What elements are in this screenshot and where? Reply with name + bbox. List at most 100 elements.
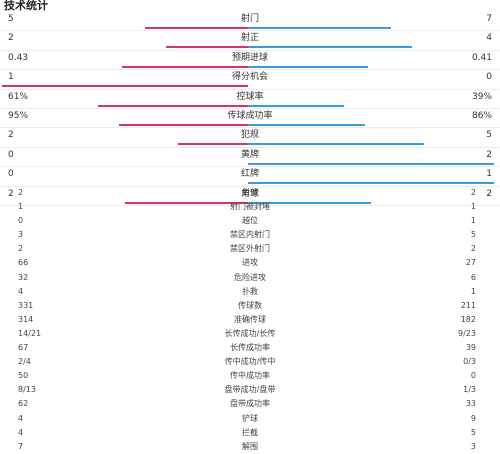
section-title: 技术统计	[4, 0, 48, 12]
stat-label: 越位	[242, 216, 258, 226]
home-bar	[125, 201, 248, 204]
stat-label: 传球成功率	[227, 110, 273, 121]
row-divider	[0, 49, 500, 51]
away-value: 27	[465, 258, 476, 268]
home-value: 7	[18, 441, 24, 451]
away-value: 0.41	[471, 52, 492, 63]
home-bar	[119, 123, 248, 126]
detail-stat-row: 331 传球数 211	[0, 299, 500, 313]
detail-stat-row: 4 拦截 5	[0, 426, 500, 440]
detail-stat-row: 314 准确传球 182	[0, 313, 500, 327]
detail-stat-row: 8/13 盘带成功/盘带 1/3	[0, 383, 500, 397]
detail-stat-row: 4 扑救 1	[0, 285, 500, 299]
away-bar	[248, 65, 368, 68]
detail-stat-row: 4 铲球 9	[0, 412, 500, 426]
away-value: 33	[465, 399, 476, 409]
home-value: 2	[8, 130, 14, 141]
away-value: 7	[486, 14, 492, 24]
home-value: 14/21	[18, 328, 42, 338]
away-bar	[248, 162, 494, 165]
stat-label: 传中成功/传中	[224, 357, 276, 367]
away-value: 86%	[471, 110, 492, 121]
home-bar	[145, 27, 248, 29]
stat-label: 拦截	[242, 427, 258, 437]
away-bar	[248, 143, 424, 146]
detail-stats-list: 2 射偏 2 1 射门被封堵 1 0 越位 1 3 禁区内射门 5 2 禁区外射门 2 66 进攻 27 32 危险进…	[0, 186, 500, 454]
stat-label: 传中成功率	[230, 371, 270, 381]
home-value: 2	[18, 188, 24, 197]
away-value: 211	[460, 300, 476, 310]
stat-label: 射门被封堵	[230, 202, 270, 212]
away-value: 5	[470, 427, 476, 437]
stat-label: 长传成功率	[230, 343, 270, 353]
bar-stat-row: 61% 控球率 39%	[0, 90, 500, 109]
stat-label: 解围	[242, 441, 258, 451]
home-value: 0.43	[8, 52, 29, 63]
home-value: 5	[8, 14, 14, 24]
home-value: 331	[18, 300, 34, 310]
away-bar	[248, 27, 391, 29]
row-divider	[0, 166, 500, 168]
home-value: 67	[18, 343, 29, 353]
home-value: 95%	[8, 110, 29, 121]
home-value: 314	[18, 314, 34, 324]
away-value: 0/3	[463, 357, 476, 367]
detail-stat-row: 50 传中成功率 0	[0, 369, 500, 383]
row-divider	[0, 30, 500, 32]
row-divider	[0, 127, 500, 129]
detail-stat-row: 66 进攻 27	[0, 256, 500, 270]
home-value: 50	[18, 371, 29, 381]
away-value: 4	[486, 33, 492, 44]
away-value: 1	[470, 202, 476, 212]
home-value: 0	[18, 216, 24, 226]
home-value: 1	[8, 72, 14, 83]
bar-stats-list: 5 射门 7 2 射正 4 0.43 预期进球 0.41 1 得分机会 0 61% 控球率 39% 95% 传球…	[0, 12, 500, 206]
bar-stat-row: 0.43 预期进球 0.41	[0, 51, 500, 71]
stat-label: 盘带成功/盘带	[224, 385, 276, 395]
stat-label: 铲球	[242, 413, 258, 423]
bar-stat-row: 5 射门 7	[0, 12, 500, 32]
stat-label: 射偏	[242, 188, 258, 197]
away-bar	[248, 46, 412, 49]
stat-label: 犯规	[240, 130, 259, 141]
stat-label: 禁区外射门	[230, 244, 270, 254]
away-bar	[248, 182, 494, 185]
detail-stat-row: 62 盘带成功率 33	[0, 397, 500, 411]
away-bar	[248, 104, 344, 107]
row-divider	[0, 88, 500, 90]
away-value: 1/3	[463, 385, 476, 395]
detail-stat-row: 32 危险进攻 6	[0, 271, 500, 285]
away-value: 2	[470, 244, 476, 254]
row-divider	[0, 107, 500, 109]
stat-label: 黄牌	[240, 149, 259, 160]
detail-stat-row: 14/21 长传成功/长传 9/23	[0, 327, 500, 341]
bar-stat-row: 2 犯规 5	[0, 128, 500, 148]
away-value: 0	[486, 72, 492, 83]
row-divider	[0, 204, 500, 206]
home-value: 32	[18, 272, 29, 282]
stat-label: 盘带成功率	[230, 399, 270, 409]
away-value: 5	[486, 130, 492, 141]
away-value: 1	[470, 286, 476, 296]
home-value: 8/13	[18, 385, 36, 395]
stat-label: 传球数	[238, 300, 262, 310]
home-value: 4	[18, 286, 24, 296]
home-value: 2	[8, 33, 14, 44]
away-value: 5	[470, 230, 476, 240]
stat-label: 得分机会	[231, 72, 268, 83]
stat-label: 长传成功/长传	[224, 328, 276, 338]
away-bar	[248, 201, 371, 204]
detail-stat-row: 7 解围 3	[0, 440, 500, 454]
detail-stat-row: 2 禁区外射门 2	[0, 242, 500, 256]
detail-stat-row: 2/4 传中成功/传中 0/3	[0, 355, 500, 369]
away-value: 2	[486, 149, 492, 160]
stat-label: 射门	[240, 14, 259, 24]
home-bar	[2, 85, 248, 88]
away-value: 182	[460, 314, 476, 324]
stat-label: 预期进球	[231, 52, 268, 63]
away-value: 2	[486, 188, 492, 199]
away-value: 1	[486, 169, 492, 180]
stat-label: 红牌	[240, 169, 259, 180]
stat-label: 危险进攻	[234, 272, 266, 282]
row-divider	[0, 69, 500, 71]
